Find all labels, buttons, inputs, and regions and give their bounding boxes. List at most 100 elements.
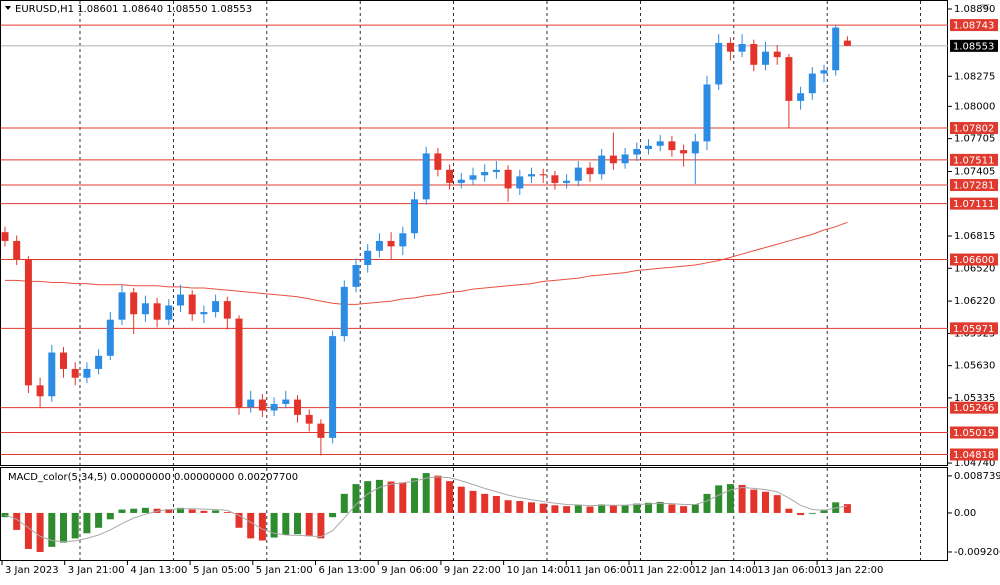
level-label-bg xyxy=(950,179,998,192)
y-tick-label: 1.08000 xyxy=(954,101,995,112)
x-tick-label: 11 Jan 22:00 xyxy=(632,565,695,576)
y-tick-label: 1.08275 xyxy=(954,71,995,82)
candle-body xyxy=(282,399,290,404)
candle-body xyxy=(726,42,734,52)
x-tick-label: 6 Jan 13:00 xyxy=(319,565,376,576)
macd-bar xyxy=(247,512,255,539)
macd-bar xyxy=(703,493,711,513)
shift-marker xyxy=(980,4,990,9)
macd-bar xyxy=(797,512,805,516)
candle-body xyxy=(258,399,266,411)
candle-body xyxy=(364,250,372,266)
macd-bar xyxy=(118,509,126,513)
macd-bar xyxy=(364,481,372,513)
candle-body xyxy=(411,199,418,234)
candle-body xyxy=(340,286,348,337)
macd-bar xyxy=(130,508,138,513)
macd-bar xyxy=(399,482,407,513)
candle-body xyxy=(668,141,676,151)
macd-bar xyxy=(212,510,220,513)
macd-bar xyxy=(434,475,442,513)
candle-body xyxy=(691,141,699,154)
macd-bar xyxy=(305,512,313,537)
candle-body xyxy=(773,51,781,58)
level-label-bg xyxy=(950,322,998,335)
macd-bar xyxy=(633,503,641,513)
candle-body xyxy=(83,368,91,378)
candle-body xyxy=(446,169,454,183)
macd-bar xyxy=(726,484,734,513)
candle-body xyxy=(750,43,758,65)
macd-bar xyxy=(680,506,688,513)
y-tick-label: 1.07705 xyxy=(954,134,995,145)
macd-header: MACD_color(5,34,5) 0.00000000 0.00000000… xyxy=(8,472,298,483)
signal-line xyxy=(4,476,848,543)
level-label: 1.08743 xyxy=(953,21,994,32)
macd-bar xyxy=(329,512,337,518)
x-tick-label: 5 Jan 21:00 xyxy=(256,565,313,576)
candle-body xyxy=(832,27,840,71)
x-tick-label: 5 Jan 05:00 xyxy=(193,565,250,576)
macd-bar xyxy=(352,484,360,513)
macd-bar xyxy=(621,504,629,513)
macd-bar xyxy=(36,512,44,552)
macd-bar xyxy=(387,481,395,513)
y-tick-label: 1.08890 xyxy=(954,4,995,15)
macd-bar xyxy=(563,506,571,513)
x-tick-label: 3 Jan 21:00 xyxy=(68,565,125,576)
macd-bar xyxy=(645,502,652,513)
y-tick-label: 1.06815 xyxy=(954,231,995,242)
level-label: 1.07802 xyxy=(953,124,994,135)
candle-body xyxy=(621,154,629,164)
macd-bar xyxy=(422,473,430,513)
macd-bar xyxy=(586,506,594,513)
candle-body xyxy=(680,150,688,154)
candle-body xyxy=(738,43,746,52)
candle-body xyxy=(539,174,547,176)
macd-bar xyxy=(165,509,173,513)
y-tick-label: 1.06520 xyxy=(954,263,995,274)
macd-bar xyxy=(411,478,418,513)
vertical-grid xyxy=(79,1,921,560)
candle-body xyxy=(329,336,337,438)
macd-bar xyxy=(528,502,535,513)
candle-body xyxy=(200,312,208,315)
macd-bar xyxy=(141,507,149,513)
candle-body xyxy=(481,172,489,176)
candle-body xyxy=(843,40,851,46)
candle-body xyxy=(762,51,769,65)
level-label: 1.05971 xyxy=(953,324,994,335)
macd-bar xyxy=(83,512,91,534)
main-panel xyxy=(0,0,948,466)
current-price-label: 1.08553 xyxy=(953,41,994,52)
level-label: 1.07281 xyxy=(953,181,994,192)
candle-body xyxy=(235,318,243,408)
candle-body xyxy=(270,403,278,411)
candle-body xyxy=(247,399,255,408)
candle-body xyxy=(212,301,220,313)
candle-body xyxy=(24,259,32,386)
x-tick-label: 10 Jan 14:00 xyxy=(507,565,570,576)
macd-bar xyxy=(469,490,477,513)
level-label-bg xyxy=(950,253,998,266)
candle-body xyxy=(586,167,594,175)
y-tick-label: 1.05335 xyxy=(954,393,995,404)
symbol-header: EURUSD,H1 1.08601 1.08640 1.08550 1.0855… xyxy=(15,4,252,15)
menu-arrow xyxy=(5,6,11,10)
level-label: 1.06600 xyxy=(953,255,994,266)
candle-body xyxy=(492,169,500,173)
macd-bar xyxy=(481,493,489,513)
candle-body xyxy=(141,303,149,315)
candle-body xyxy=(715,42,723,85)
macd-bar xyxy=(843,504,851,513)
candle-body xyxy=(375,240,383,251)
macd-bar xyxy=(574,505,582,513)
candle-body xyxy=(60,352,67,369)
candle-body xyxy=(808,73,816,94)
y-tick-label: 1.07405 xyxy=(954,166,995,177)
candle-body xyxy=(13,240,21,260)
macd-bar xyxy=(808,512,816,514)
macd-bar xyxy=(773,495,781,513)
candle-body xyxy=(656,141,664,146)
